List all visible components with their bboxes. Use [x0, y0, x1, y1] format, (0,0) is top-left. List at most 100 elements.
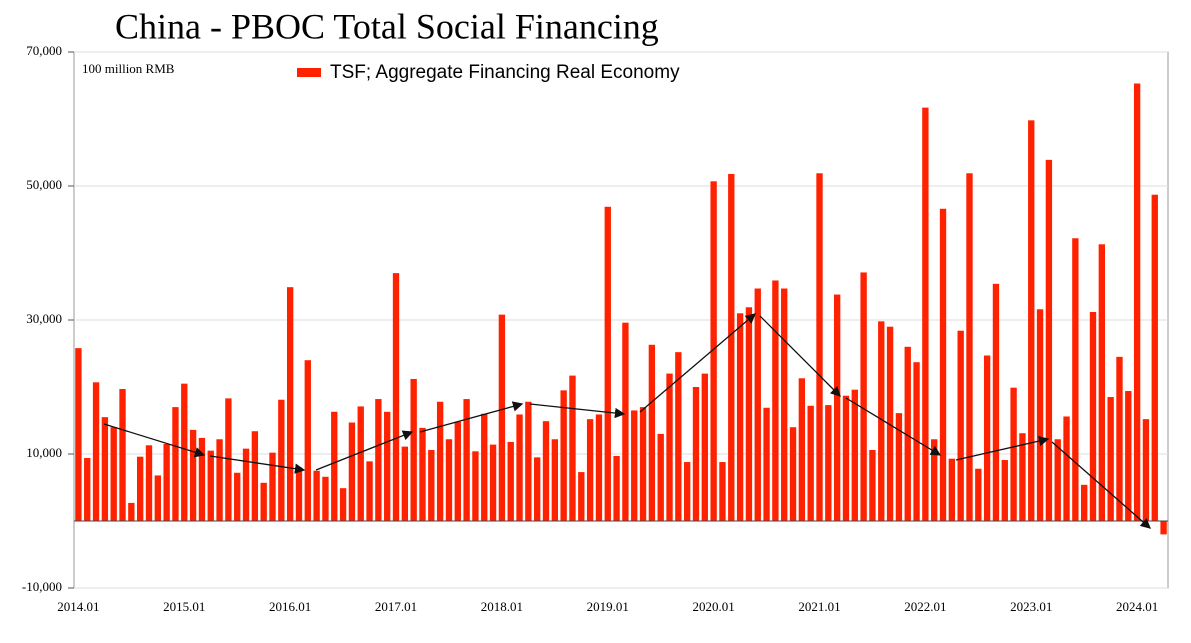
y-tick-label: 50,000	[26, 177, 62, 192]
bar	[251, 431, 259, 521]
bar	[648, 344, 656, 521]
x-tick-label: 2023.01	[1010, 599, 1052, 614]
bar	[763, 407, 770, 521]
bar	[436, 401, 444, 521]
x-tick-label: 2019.01	[587, 599, 629, 614]
x-tick-label: 2018.01	[481, 599, 523, 614]
bar	[163, 443, 170, 521]
bar	[525, 401, 532, 521]
bar	[1098, 244, 1106, 522]
legend-swatch	[297, 68, 321, 77]
bar	[136, 456, 144, 521]
bar	[357, 406, 364, 521]
y-tick-label: -10,000	[22, 579, 62, 594]
bar	[710, 181, 717, 521]
bar	[1089, 311, 1097, 521]
x-tick-label: 2017.01	[375, 599, 417, 614]
bar	[542, 421, 550, 521]
bar	[331, 411, 338, 521]
bar	[745, 307, 753, 521]
bar	[957, 330, 964, 521]
bar	[322, 476, 329, 521]
bar	[675, 352, 682, 521]
bar	[145, 445, 153, 521]
bar	[878, 321, 885, 521]
x-tick-label: 2021.01	[798, 599, 840, 614]
bar	[1081, 484, 1088, 521]
bar	[472, 451, 479, 521]
bar	[75, 348, 82, 521]
bar	[931, 439, 938, 521]
bar	[860, 272, 867, 521]
bar	[1133, 83, 1141, 522]
bar	[410, 378, 417, 521]
bar	[798, 378, 806, 521]
arrow	[759, 315, 841, 397]
bar	[701, 373, 708, 521]
bar	[666, 373, 673, 521]
bar	[286, 287, 294, 521]
bar	[401, 446, 409, 521]
x-tick-label: 2022.01	[904, 599, 946, 614]
bar	[939, 208, 947, 521]
bar	[754, 288, 761, 521]
bar	[269, 452, 276, 521]
bar	[622, 322, 629, 521]
bar	[1054, 439, 1061, 521]
bar	[419, 427, 426, 521]
bar	[516, 414, 523, 521]
bar	[92, 382, 100, 521]
chart-title: China - PBOC Total Social Financing	[115, 6, 659, 46]
bar	[216, 439, 223, 521]
bar	[392, 273, 400, 521]
bar	[833, 294, 841, 521]
bar	[445, 439, 453, 521]
bar	[966, 173, 973, 521]
bar	[1125, 391, 1132, 521]
bar	[339, 488, 347, 521]
arrow	[419, 401, 524, 433]
bar	[128, 502, 135, 521]
bar	[869, 449, 876, 521]
bar	[181, 383, 188, 521]
bar	[781, 288, 788, 521]
bar	[842, 395, 850, 521]
bar	[154, 475, 161, 521]
arrow	[639, 313, 756, 413]
bar	[1107, 397, 1114, 521]
bar	[1160, 521, 1167, 535]
bar	[975, 468, 982, 521]
bar	[604, 206, 611, 521]
bar	[1151, 194, 1158, 521]
bar	[807, 405, 814, 521]
bar	[366, 461, 373, 521]
bar	[595, 414, 603, 521]
bar	[295, 467, 303, 521]
plot-area: -10,000 10,000 30,000 50,000 70,000 2014.01 20…	[22, 43, 1168, 614]
bar	[613, 456, 620, 521]
bar	[119, 389, 126, 521]
arrow	[315, 430, 414, 471]
bar	[498, 314, 506, 521]
bar	[1019, 433, 1026, 521]
bar	[348, 422, 356, 521]
bar	[225, 398, 232, 521]
bar	[1072, 238, 1079, 521]
bar	[1010, 387, 1017, 521]
bar	[948, 458, 956, 521]
bar	[101, 417, 109, 521]
bar	[922, 107, 929, 522]
bar	[728, 173, 735, 521]
unit-note: 100 million RMB	[82, 61, 175, 76]
arrow	[103, 423, 206, 458]
arrow	[529, 403, 626, 419]
bar	[84, 458, 91, 521]
bar	[789, 427, 797, 521]
bar	[692, 387, 700, 521]
bar	[454, 421, 461, 521]
bar	[375, 399, 382, 521]
bar	[313, 470, 320, 521]
bar	[534, 457, 541, 521]
bar	[1001, 460, 1008, 521]
bar	[172, 407, 179, 521]
